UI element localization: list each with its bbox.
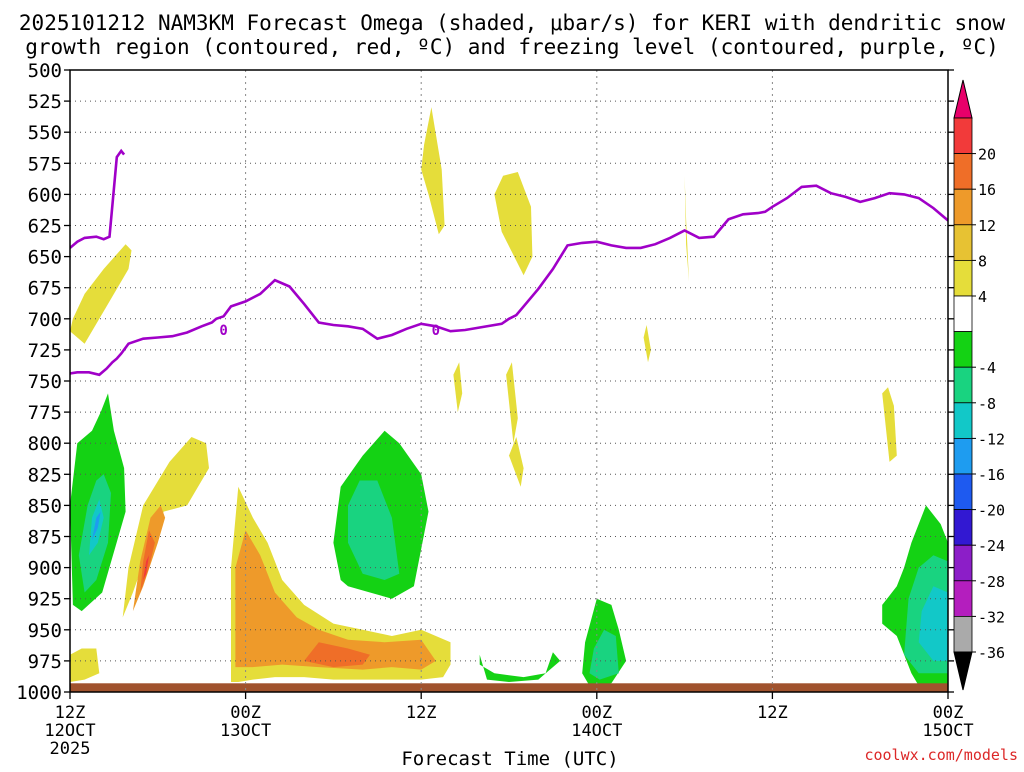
omega-shade-6 bbox=[509, 437, 524, 487]
x-axis-label: Forecast Time (UTC) bbox=[401, 748, 618, 768]
colorbar-swatch-15 bbox=[953, 616, 973, 653]
colorbar-swatch-11 bbox=[953, 473, 973, 510]
colorbar-label-2: 12 bbox=[978, 217, 996, 235]
x-tick-year-0: 2025 bbox=[50, 739, 91, 759]
omega-shade-4 bbox=[453, 362, 463, 413]
y-tick-label-750: 750 bbox=[28, 371, 62, 393]
omega-shade-1 bbox=[421, 107, 445, 235]
colorbar-label-4: 4 bbox=[978, 288, 987, 306]
omega-shade-24 bbox=[589, 629, 619, 680]
y-tick-label-550: 550 bbox=[28, 122, 62, 144]
y-tick-label-950: 950 bbox=[28, 620, 62, 642]
colorbar-label-6: -8 bbox=[978, 395, 996, 413]
colorbar-swatch-5 bbox=[953, 259, 973, 297]
colorbar-swatch-1 bbox=[953, 117, 973, 154]
colorbar-swatch-4 bbox=[953, 224, 973, 261]
omega-shade-8 bbox=[882, 387, 897, 462]
watermark: coolwx.com/models bbox=[864, 746, 1018, 764]
axes: 500 525 550 575 600 625 650 675 700 725 750 775 800 8… bbox=[16, 60, 973, 759]
freezing-level-line-0 bbox=[70, 184, 948, 377]
y-tick-label-900: 900 bbox=[28, 558, 62, 580]
colorbar-swatch-3 bbox=[953, 188, 973, 226]
colorbar-swatch-13 bbox=[953, 544, 973, 582]
colorbar-top-arrow bbox=[953, 79, 973, 119]
x-tick-label-48: 12Z bbox=[757, 703, 788, 723]
colorbar-swatch-14 bbox=[953, 580, 973, 617]
y-tick-label-825: 825 bbox=[28, 464, 62, 486]
colorbar-label-12: -32 bbox=[978, 608, 1005, 626]
omega-shade-7 bbox=[643, 325, 651, 363]
colorbar-label-3: 8 bbox=[978, 252, 987, 270]
omega-shade-11 bbox=[70, 648, 100, 682]
omega-shade-13 bbox=[235, 530, 436, 670]
y-tick-label-775: 775 bbox=[28, 402, 62, 424]
colorbar-label-11: -28 bbox=[978, 573, 1005, 591]
colorbar-swatch-12 bbox=[953, 509, 973, 546]
y-tick-label-625: 625 bbox=[28, 216, 62, 238]
y-tick-label-575: 575 bbox=[28, 153, 62, 175]
y-tick-label-725: 725 bbox=[28, 340, 62, 362]
y-tick-label-850: 850 bbox=[28, 495, 62, 517]
y-tick-label-800: 800 bbox=[28, 433, 62, 455]
y-tick-label-650: 650 bbox=[28, 247, 62, 269]
x-tick-date-36: 14OCT bbox=[571, 721, 622, 741]
x-tick-date-0: 12OCT bbox=[44, 721, 95, 741]
freezing-level-label-0: 0 bbox=[219, 323, 227, 339]
omega-shade-2 bbox=[494, 172, 533, 276]
terrain-bar bbox=[70, 683, 948, 692]
omega-shade-28 bbox=[92, 511, 101, 541]
colorbar-label-13: -36 bbox=[978, 644, 1005, 662]
y-tick-label-925: 925 bbox=[28, 589, 62, 611]
colorbar-label-5: -4 bbox=[978, 359, 996, 377]
colorbar-label-9: -20 bbox=[978, 502, 1005, 520]
colorbar-label-8: -16 bbox=[978, 466, 1005, 484]
omega-shade-5 bbox=[506, 362, 518, 444]
colorbar-swatch-10 bbox=[953, 437, 973, 475]
y-tick-label-600: 600 bbox=[28, 184, 62, 206]
x-tick-label-60: 00Z bbox=[933, 703, 964, 723]
colorbar: 20 16 12 8 4 -4 -8 -12 -16 -20 -24 -28 -32 -36 bbox=[953, 79, 1005, 691]
chart-title-line-2: growth region (contoured, red, ºC) and f… bbox=[25, 35, 999, 59]
colorbar-swatch-9 bbox=[953, 402, 973, 439]
y-tick-label-500: 500 bbox=[28, 60, 62, 82]
x-tick-label-36: 00Z bbox=[581, 703, 612, 723]
y-tick-label-675: 675 bbox=[28, 278, 62, 300]
omega-shade-27 bbox=[918, 586, 948, 661]
colorbar-bottom-arrow bbox=[953, 651, 973, 691]
y-tick-label-700: 700 bbox=[28, 309, 62, 331]
colorbar-label-10: -24 bbox=[978, 537, 1005, 555]
omega-shade-9 bbox=[122, 437, 209, 618]
chart-title-line-1: 2025101212 NAM3KM Forecast Omega (shaded… bbox=[19, 11, 1006, 35]
colorbar-swatch-2 bbox=[953, 153, 973, 190]
x-tick-date-12: 13OCT bbox=[220, 721, 271, 741]
colorbar-swatch-6 bbox=[953, 295, 973, 332]
omega-shade-0 bbox=[70, 244, 132, 344]
y-tick-label-875: 875 bbox=[28, 527, 62, 549]
freezing-level-label-1: 0 bbox=[432, 323, 440, 339]
colorbar-label-7: -12 bbox=[978, 430, 1005, 448]
y-tick-label-1000: 1000 bbox=[16, 682, 62, 704]
colorbar-swatch-8 bbox=[953, 366, 973, 404]
freezing-level-line-1 bbox=[70, 148, 126, 249]
x-tick-date-60: 15OCT bbox=[922, 721, 973, 741]
x-tick-label-0: 12Z bbox=[55, 703, 86, 723]
omega-shade-21 bbox=[479, 652, 561, 682]
omega-shade-16 bbox=[143, 555, 149, 580]
x-tick-label-24: 12Z bbox=[406, 703, 437, 723]
y-tick-label-525: 525 bbox=[28, 91, 62, 113]
omega-shade-3 bbox=[684, 175, 689, 282]
y-tick-label-975: 975 bbox=[28, 651, 62, 673]
colorbar-label-1: 16 bbox=[978, 181, 996, 199]
x-tick-label-12: 00Z bbox=[230, 703, 261, 723]
colorbar-label-0: 20 bbox=[978, 146, 996, 164]
colorbar-swatch-7 bbox=[953, 331, 973, 368]
